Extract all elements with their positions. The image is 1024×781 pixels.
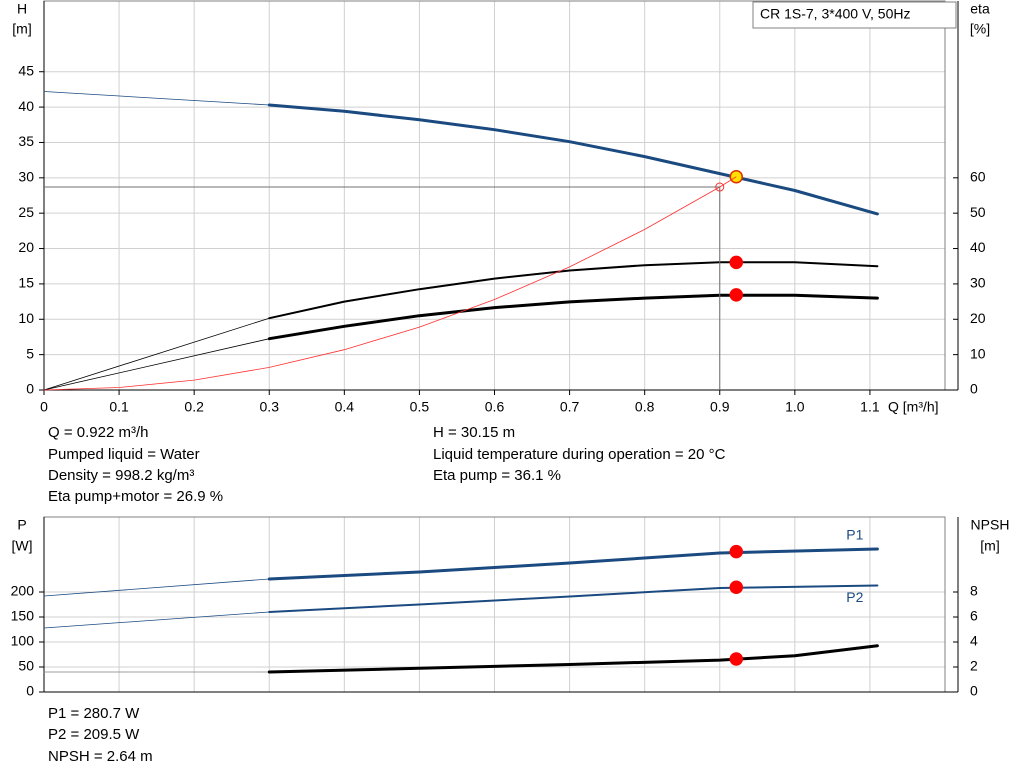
- readout: P1 = 280.7 W: [48, 705, 140, 722]
- y2-axis-unit: [m]: [980, 538, 999, 554]
- curve-lead: [43, 91, 270, 106]
- curve-lead: [43, 338, 270, 391]
- y-tick-label: 40: [18, 98, 34, 114]
- readout: Eta pump = 36.1 %: [433, 467, 561, 484]
- y-axis-unit: [m]: [12, 21, 31, 37]
- y2-tick-label: 0: [970, 683, 978, 699]
- readout: Pumped liquid = Water: [48, 446, 200, 463]
- y2-tick-label: 2: [970, 658, 978, 674]
- y2-tick-label: 40: [970, 239, 986, 255]
- y2-tick-label: 6: [970, 608, 978, 624]
- y2-axis-label: NPSH: [971, 517, 1010, 533]
- y-tick-label: 15: [18, 275, 34, 291]
- x-tick-label: 0.2: [184, 399, 204, 415]
- y-tick-label: 25: [18, 204, 34, 220]
- x-tick-label: 0.7: [560, 399, 580, 415]
- y-tick-label: 5: [26, 345, 34, 361]
- y-axis-label: P: [17, 517, 26, 533]
- y-tick-label: 35: [18, 133, 34, 149]
- y2-axis-unit: [%]: [970, 21, 990, 37]
- y-tick-label: 0: [26, 683, 34, 699]
- curve: [268, 261, 879, 320]
- operating-point: [729, 544, 744, 559]
- y-tick-label: 50: [18, 658, 34, 674]
- y2-tick-label: 30: [970, 275, 986, 291]
- x-tick-label: 0.3: [260, 399, 280, 415]
- x-axis-label: Q [m³/h]: [888, 399, 939, 415]
- system-point: [715, 182, 725, 192]
- chart-title: CR 1S-7, 3*400 V, 50Hz: [760, 6, 910, 22]
- x-tick-label: 0.9: [710, 399, 730, 415]
- curve: [267, 547, 879, 581]
- x-tick-label: 0.8: [635, 399, 655, 415]
- x-tick-label: 1.1: [860, 399, 880, 415]
- x-tick-label: 0: [40, 399, 48, 415]
- readout: Density = 998.2 kg/m³: [48, 467, 194, 484]
- curve-lead: [43, 578, 270, 597]
- curve: [267, 644, 879, 674]
- y2-axis-label: eta: [970, 1, 990, 17]
- x-tick-label: 1.0: [785, 399, 805, 415]
- y-tick-label: 45: [18, 62, 34, 78]
- curve: [268, 584, 879, 613]
- y2-tick-label: 4: [970, 633, 978, 649]
- y-tick-label: 150: [11, 608, 35, 624]
- x-tick-label: 0.6: [485, 399, 505, 415]
- y-axis-label: H: [17, 1, 27, 17]
- operating-point: [729, 255, 744, 270]
- series-label: P1: [846, 527, 863, 543]
- readout: NPSH = 2.64 m: [48, 748, 153, 765]
- y2-tick-label: 10: [970, 345, 986, 361]
- guide-line: [719, 176, 737, 188]
- x-tick-label: 0.1: [109, 399, 129, 415]
- operating-point: [729, 652, 744, 666]
- title-box: [752, 1, 957, 29]
- readout: Liquid temperature during operation = 20…: [433, 446, 726, 463]
- series-label: P2: [846, 589, 863, 605]
- y2-tick-label: 60: [970, 169, 986, 185]
- y2-tick-label: 50: [970, 204, 986, 220]
- curve: [267, 103, 879, 216]
- x-tick-label: 0.5: [410, 399, 430, 415]
- curve-lead: [43, 317, 270, 391]
- curve: [267, 293, 879, 341]
- operating-point: [729, 580, 744, 594]
- curve: [43, 186, 721, 391]
- readout: H = 30.15 m: [433, 424, 515, 441]
- operating-point: [729, 288, 744, 302]
- y-axis-unit: [W]: [12, 538, 33, 554]
- y-tick-label: 20: [18, 239, 34, 255]
- y-tick-label: 10: [18, 310, 34, 326]
- x-tick-label: 0.4: [335, 399, 355, 415]
- readout: P2 = 209.5 W: [48, 726, 140, 743]
- y-tick-label: 30: [18, 169, 34, 185]
- readout: Q = 0.922 m³/h: [48, 424, 148, 441]
- y-tick-label: 200: [11, 583, 35, 599]
- curve-lead: [43, 611, 270, 629]
- y-tick-label: 0: [26, 381, 34, 397]
- y2-tick-label: 20: [970, 310, 986, 326]
- readout: Eta pump+motor = 26.9 %: [48, 488, 223, 505]
- y2-tick-label: 8: [970, 583, 978, 599]
- y-tick-label: 100: [11, 633, 35, 649]
- y2-tick-label: 0: [970, 381, 978, 397]
